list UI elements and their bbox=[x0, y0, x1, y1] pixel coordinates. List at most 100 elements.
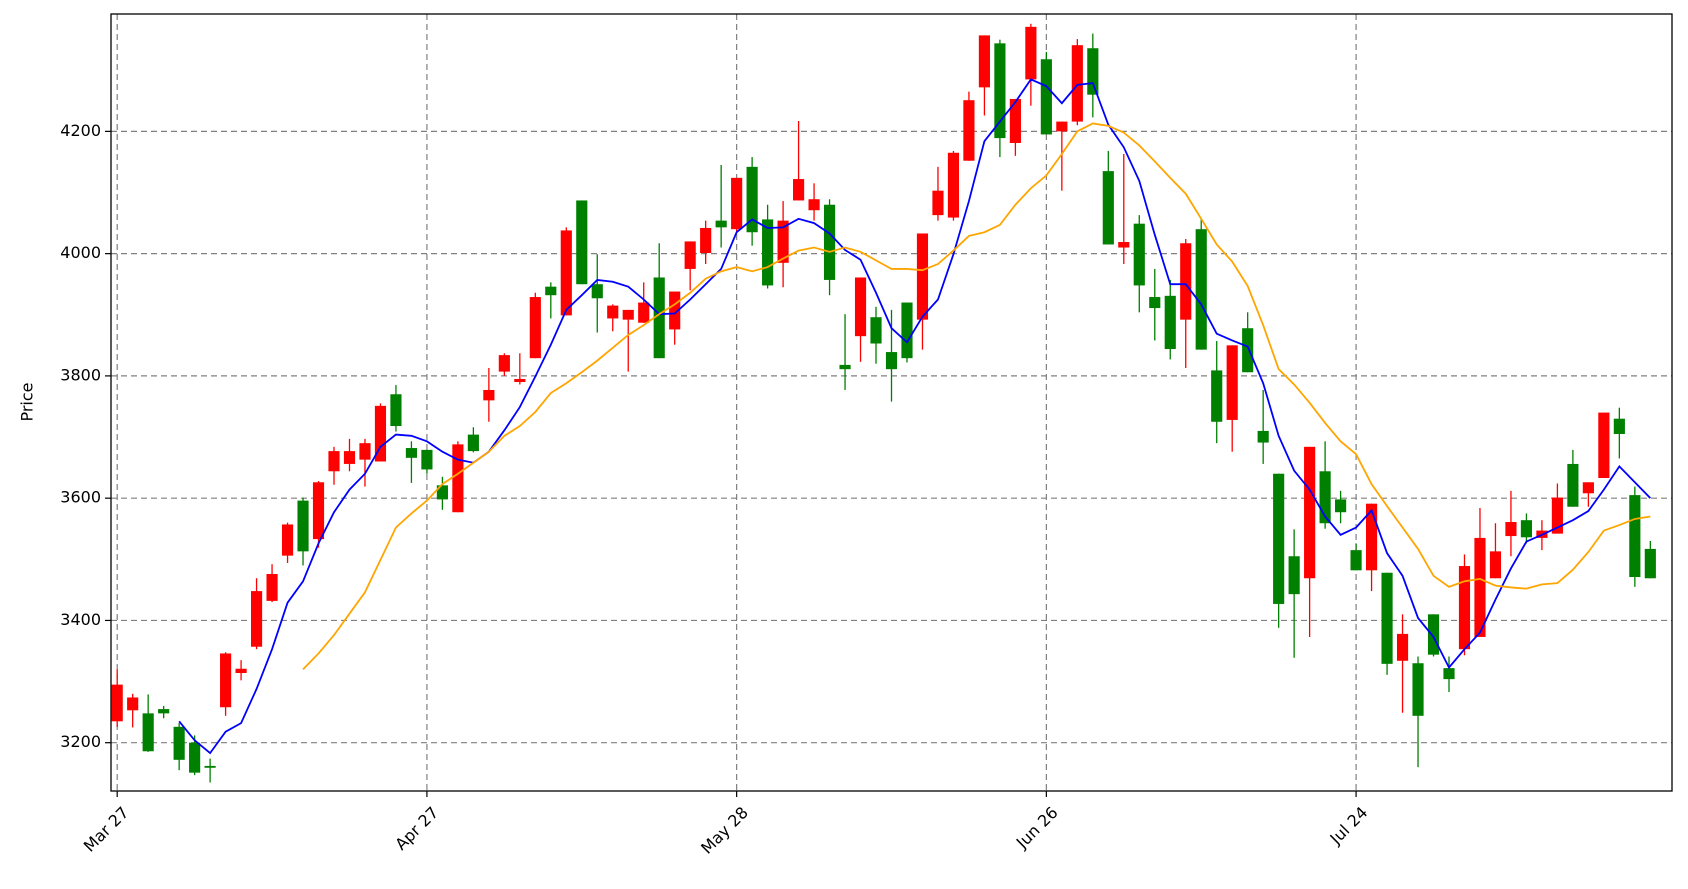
candle-body bbox=[189, 742, 201, 773]
candle-body bbox=[343, 451, 356, 464]
candle-body bbox=[1489, 551, 1502, 579]
candle-body bbox=[374, 405, 387, 462]
candle-body bbox=[576, 200, 588, 285]
candle-body bbox=[1288, 556, 1300, 595]
candle-body bbox=[607, 305, 619, 319]
candle-body bbox=[870, 317, 882, 344]
candle-body bbox=[529, 297, 541, 359]
candle-body bbox=[1164, 295, 1176, 350]
candle-body bbox=[235, 668, 247, 674]
candle-body bbox=[808, 199, 820, 211]
candle-body bbox=[1350, 550, 1362, 571]
candle-body bbox=[947, 152, 960, 218]
candle-body bbox=[1087, 48, 1099, 95]
candle-body bbox=[1598, 412, 1610, 478]
candle-body bbox=[1211, 370, 1223, 422]
y-tick-label: 4000 bbox=[60, 243, 101, 262]
candle-body bbox=[839, 364, 851, 370]
candle-body bbox=[1056, 121, 1068, 132]
candle-body bbox=[777, 220, 789, 263]
candle-body bbox=[700, 227, 712, 254]
candle-body bbox=[932, 190, 944, 216]
candle-body bbox=[1071, 45, 1083, 122]
line-series bbox=[302, 122, 1651, 670]
candle-body bbox=[359, 443, 371, 460]
candle-body bbox=[978, 35, 990, 88]
line-series bbox=[178, 78, 1651, 755]
candle-body bbox=[1396, 633, 1409, 661]
candle-body bbox=[1613, 418, 1625, 434]
candle-body bbox=[1226, 345, 1238, 420]
y-tick-label: 4200 bbox=[60, 121, 101, 140]
candle-body bbox=[467, 434, 479, 452]
candle-body bbox=[1133, 223, 1145, 286]
y-tick-label: 3600 bbox=[60, 488, 101, 507]
candle-body bbox=[901, 302, 913, 359]
y-tick-label: 3400 bbox=[60, 610, 101, 629]
y-tick-label: 3200 bbox=[60, 732, 101, 751]
candle-body bbox=[746, 166, 758, 233]
candle-body bbox=[452, 444, 464, 513]
candle-body bbox=[1427, 614, 1440, 655]
candle-body bbox=[684, 241, 696, 269]
candle-body bbox=[1474, 537, 1486, 637]
candle-body bbox=[1319, 471, 1331, 524]
candle-body bbox=[1257, 430, 1269, 443]
candle-body bbox=[715, 220, 727, 228]
candle-body bbox=[669, 291, 681, 330]
candle-body bbox=[1273, 473, 1285, 604]
candle-body bbox=[127, 697, 139, 711]
candle-body bbox=[390, 394, 402, 427]
candle-body bbox=[1551, 497, 1563, 534]
candle-body bbox=[1040, 59, 1052, 135]
candle-body bbox=[1180, 243, 1192, 320]
candle-body bbox=[250, 591, 263, 647]
candle-body bbox=[1520, 520, 1533, 538]
candle-body bbox=[560, 230, 572, 316]
candle-body bbox=[266, 573, 278, 601]
candle-body bbox=[436, 485, 448, 500]
candle-body bbox=[1365, 503, 1378, 571]
candle-body bbox=[173, 726, 185, 760]
candle-body bbox=[963, 100, 975, 161]
candle-body bbox=[1381, 572, 1393, 664]
candle-body bbox=[823, 204, 836, 280]
candle-body bbox=[1304, 446, 1316, 579]
candle-body bbox=[854, 277, 867, 337]
candle-body bbox=[885, 352, 898, 370]
candle-body bbox=[1505, 522, 1517, 537]
candle-body bbox=[1335, 499, 1347, 513]
candle-body bbox=[1629, 495, 1641, 578]
candle-body bbox=[405, 448, 418, 458]
candle-body bbox=[793, 179, 805, 201]
candle-body bbox=[498, 355, 510, 372]
candle-body bbox=[994, 43, 1006, 139]
candle-body bbox=[142, 713, 154, 752]
candle-body bbox=[1458, 566, 1471, 650]
candle-body bbox=[638, 302, 650, 323]
candle-body bbox=[1195, 229, 1207, 350]
candle-body bbox=[514, 378, 526, 383]
candle-body bbox=[1242, 328, 1254, 373]
candle-body bbox=[545, 286, 557, 296]
axes-frame bbox=[110, 13, 1673, 792]
candle-body bbox=[1118, 242, 1130, 248]
candle-body bbox=[653, 277, 665, 359]
candle-body bbox=[622, 309, 634, 320]
candle-body bbox=[1567, 463, 1579, 507]
y-tick-label: 3800 bbox=[60, 365, 101, 384]
candle-body bbox=[1443, 668, 1455, 680]
candle-body bbox=[421, 449, 433, 470]
candle-body bbox=[731, 177, 743, 230]
candle-body bbox=[762, 219, 774, 286]
candle-body bbox=[1025, 26, 1037, 80]
candle-body bbox=[220, 653, 232, 708]
candle-body bbox=[1582, 482, 1594, 494]
candle-body bbox=[483, 389, 495, 401]
candle-body bbox=[312, 482, 325, 540]
candle-body bbox=[591, 284, 603, 299]
candle-body bbox=[158, 709, 170, 714]
candle-body bbox=[916, 233, 929, 320]
